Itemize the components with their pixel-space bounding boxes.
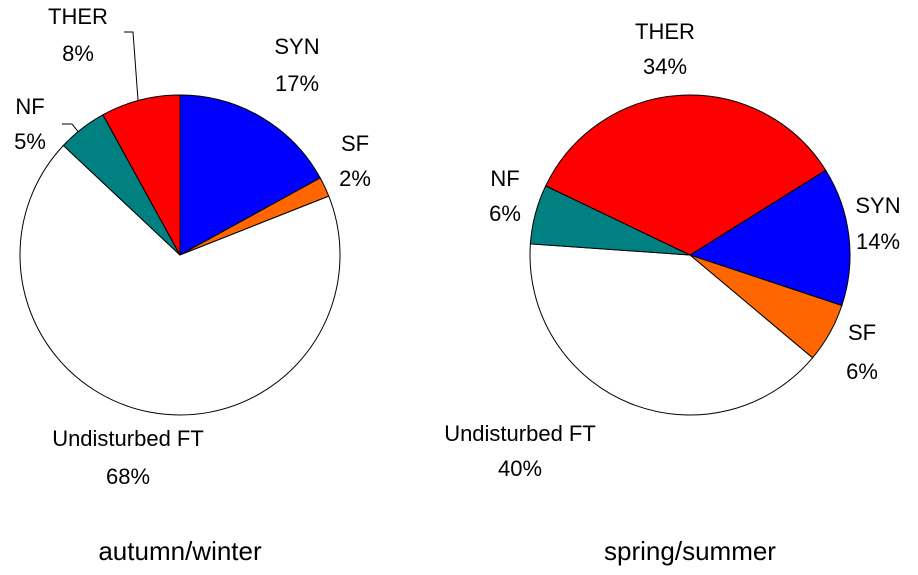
pie-slice [19,144,341,416]
slice-label: THER [635,19,695,44]
slice-label: NF [490,166,519,191]
pie-slice [102,94,181,256]
slice-label: SYN [274,34,319,59]
pie-slice [179,94,321,256]
slice-label: SF [341,131,369,156]
value-label: 14% [856,229,900,254]
value-label: 68% [106,464,150,489]
leader-line [124,31,139,101]
chart-title: autumn/winter [98,536,262,566]
slice-label: SF [848,320,876,345]
value-label: 5% [14,129,46,154]
value-label: 40% [498,456,542,481]
slice-label: Undisturbed FT [444,421,596,446]
value-label: 6% [846,359,878,384]
pie-slice [529,243,814,416]
leader-line [62,123,81,135]
value-label: 17% [275,71,319,96]
slice-label: Undisturbed FT [52,426,204,451]
pie-slice [545,94,827,256]
value-label: 6% [489,201,521,226]
slice-label: SYN [855,193,900,218]
value-label: 8% [62,41,94,66]
slice-label: NF [15,94,44,119]
chart-title: spring/summer [604,536,776,566]
value-label: 2% [339,166,371,191]
value-label: 34% [643,54,687,79]
pie-slice [688,169,851,307]
slice-label: THER [48,4,108,29]
